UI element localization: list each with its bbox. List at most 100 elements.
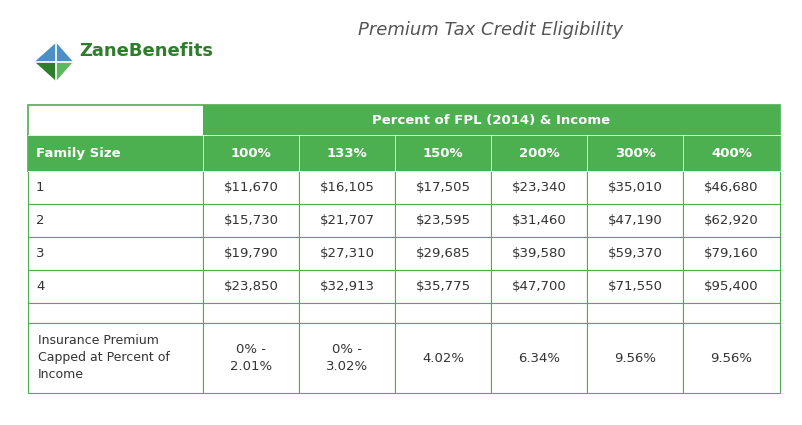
Bar (683, 171, 780, 204)
Bar (203, 135, 299, 171)
Text: 3: 3 (36, 247, 44, 260)
Text: $46,680: $46,680 (704, 181, 759, 194)
Bar (683, 323, 780, 393)
Bar (299, 135, 395, 171)
Text: 4: 4 (36, 280, 44, 293)
Bar (395, 204, 491, 237)
Text: 400%: 400% (711, 147, 752, 159)
Polygon shape (34, 62, 56, 81)
Bar (299, 323, 395, 393)
Text: 100%: 100% (231, 147, 271, 159)
Text: 0% -
3.02%: 0% - 3.02% (326, 343, 368, 373)
Bar (683, 270, 780, 303)
Bar (587, 171, 683, 204)
Text: $27,310: $27,310 (319, 247, 375, 260)
Text: $23,595: $23,595 (415, 214, 471, 227)
Bar (683, 204, 780, 237)
Bar (395, 323, 491, 393)
Bar (587, 303, 683, 323)
Text: 6.34%: 6.34% (518, 351, 560, 365)
Bar (587, 323, 683, 393)
Text: 150%: 150% (423, 147, 464, 159)
Bar (587, 135, 683, 171)
Text: 4.02%: 4.02% (422, 351, 464, 365)
Bar (203, 323, 299, 393)
Polygon shape (56, 62, 73, 81)
Text: $21,707: $21,707 (319, 214, 375, 227)
Bar (299, 303, 395, 323)
Text: $71,550: $71,550 (607, 280, 662, 293)
Text: $15,730: $15,730 (224, 214, 278, 227)
Text: $11,670: $11,670 (224, 181, 278, 194)
Bar (299, 204, 395, 237)
Bar (28, 237, 203, 270)
Text: $47,190: $47,190 (608, 214, 662, 227)
Bar (203, 171, 299, 204)
Text: 133%: 133% (326, 147, 367, 159)
Bar (683, 135, 780, 171)
Bar (587, 237, 683, 270)
Bar (28, 303, 203, 323)
Text: $32,913: $32,913 (319, 280, 375, 293)
Text: $62,920: $62,920 (704, 214, 759, 227)
Bar (587, 270, 683, 303)
Text: $39,580: $39,580 (512, 247, 566, 260)
Polygon shape (34, 42, 56, 62)
Bar (28, 323, 203, 393)
Text: $79,160: $79,160 (704, 247, 759, 260)
Text: Premium Tax Credit Eligibility: Premium Tax Credit Eligibility (358, 21, 622, 39)
Text: $19,790: $19,790 (224, 247, 278, 260)
Text: $23,850: $23,850 (224, 280, 278, 293)
Text: $31,460: $31,460 (512, 214, 566, 227)
Bar (28, 135, 203, 171)
Text: $23,340: $23,340 (512, 181, 566, 194)
Bar (683, 303, 780, 323)
Text: 9.56%: 9.56% (614, 351, 656, 365)
Bar (395, 270, 491, 303)
Bar (203, 105, 780, 135)
Text: 300%: 300% (614, 147, 655, 159)
Text: 200%: 200% (519, 147, 559, 159)
Bar (491, 323, 587, 393)
Bar (491, 204, 587, 237)
Text: $47,700: $47,700 (512, 280, 566, 293)
Bar (491, 171, 587, 204)
Bar (395, 237, 491, 270)
Text: ZaneBenefits: ZaneBenefits (79, 42, 213, 60)
Text: 1: 1 (36, 181, 44, 194)
Bar (28, 204, 203, 237)
Text: Percent of FPL (2014) & Income: Percent of FPL (2014) & Income (372, 113, 610, 127)
Text: 9.56%: 9.56% (711, 351, 752, 365)
Bar (299, 171, 395, 204)
Bar (299, 270, 395, 303)
Bar (203, 303, 299, 323)
Bar (683, 237, 780, 270)
Bar (491, 135, 587, 171)
Bar (491, 303, 587, 323)
Text: $35,775: $35,775 (415, 280, 471, 293)
Text: $17,505: $17,505 (415, 181, 471, 194)
Text: 2: 2 (36, 214, 44, 227)
Text: $16,105: $16,105 (319, 181, 375, 194)
Bar (28, 171, 203, 204)
Bar (395, 171, 491, 204)
Bar (28, 105, 203, 135)
Bar (203, 270, 299, 303)
Text: $95,400: $95,400 (704, 280, 759, 293)
Bar (395, 303, 491, 323)
Text: 0% -
2.01%: 0% - 2.01% (230, 343, 272, 373)
Text: Insurance Premium
Capped at Percent of
Income: Insurance Premium Capped at Percent of I… (38, 334, 170, 382)
Bar (28, 105, 780, 171)
Text: $29,685: $29,685 (415, 247, 471, 260)
Text: $35,010: $35,010 (608, 181, 662, 194)
Bar (395, 135, 491, 171)
Bar (587, 204, 683, 237)
Bar (203, 204, 299, 237)
Bar (299, 237, 395, 270)
Bar (491, 237, 587, 270)
Bar (491, 270, 587, 303)
Text: Family Size: Family Size (36, 147, 120, 159)
Text: $59,370: $59,370 (608, 247, 662, 260)
Bar (203, 237, 299, 270)
Bar (28, 270, 203, 303)
